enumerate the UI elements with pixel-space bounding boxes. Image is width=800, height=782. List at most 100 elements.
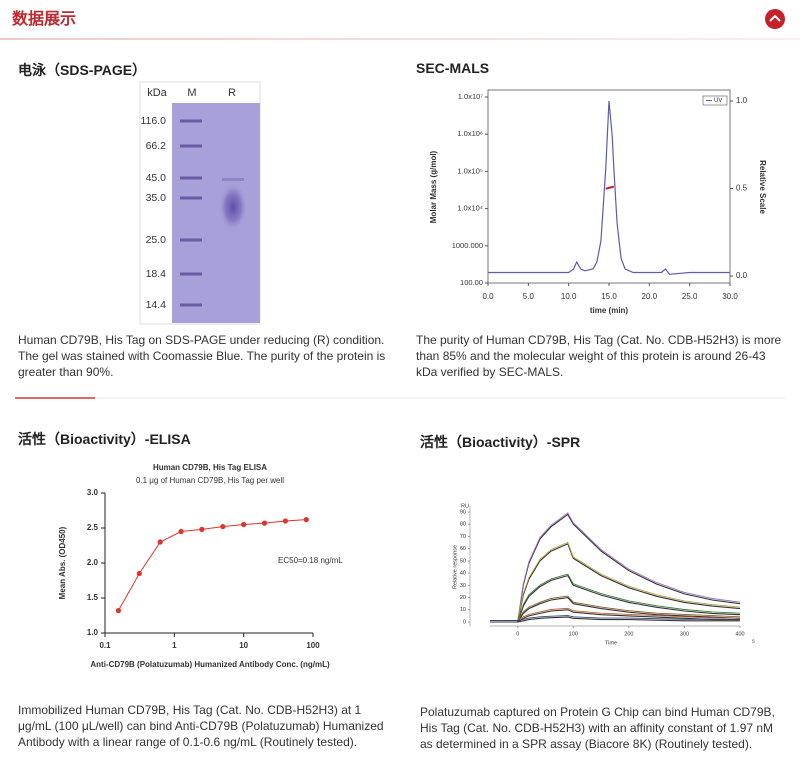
y-tick-label: 10 bbox=[460, 607, 466, 613]
lane-label: R bbox=[228, 87, 236, 99]
legend-box bbox=[702, 95, 728, 106]
y2-tick-label: 0.0 bbox=[736, 271, 748, 280]
section-title: 活性（Bioactivity）-ELISA bbox=[18, 431, 191, 447]
sensorgram bbox=[490, 597, 741, 623]
x-tick-label: 10.0 bbox=[561, 292, 577, 301]
y-tick-label: 30 bbox=[460, 583, 466, 589]
section-title: SEC-MALS bbox=[416, 60, 490, 76]
collapse-button[interactable] bbox=[765, 9, 785, 29]
header-bar bbox=[0, 0, 800, 40]
y-tick-label: 80 bbox=[460, 522, 466, 528]
x-axis-label: Anti-CD79B (Polatuzumab) Humanized Antib… bbox=[90, 660, 330, 669]
sensorgram bbox=[490, 543, 741, 623]
header-border bbox=[0, 38, 800, 40]
fit-line bbox=[490, 595, 741, 621]
x-unit: s bbox=[752, 638, 755, 644]
x-tick-label: 0.1 bbox=[99, 641, 111, 650]
y2-tick-label: 1.0 bbox=[736, 96, 748, 105]
sensorgram bbox=[490, 616, 740, 623]
y2-axis-label: Relative Scale bbox=[758, 160, 767, 214]
marker-label: 35.0 bbox=[146, 192, 167, 204]
fit-line bbox=[490, 541, 741, 621]
caption: Polatuzumab captured on Protein G Chip c… bbox=[420, 705, 775, 751]
data-point bbox=[115, 608, 121, 614]
data-point bbox=[241, 521, 247, 528]
series-line bbox=[488, 100, 730, 275]
y-tick-label: 1000.000 bbox=[452, 241, 483, 250]
x-tick-label: 15.0 bbox=[601, 292, 617, 301]
marker-label: 14.4 bbox=[146, 299, 167, 311]
y-tick-label: 50 bbox=[460, 558, 466, 564]
x-axis-label: Time bbox=[605, 640, 617, 646]
caption: Immobilized Human CD79B, His Tag (Cat. N… bbox=[18, 703, 384, 749]
x-tick-label: 100 bbox=[306, 641, 320, 650]
x-axis-label: time (min) bbox=[590, 306, 629, 315]
y-tick-label: 100.00 bbox=[460, 278, 483, 287]
y-tick-label: 90 bbox=[460, 509, 466, 515]
sample-band bbox=[219, 183, 247, 231]
data-point bbox=[261, 520, 268, 526]
y-tick-label: 1.5 bbox=[87, 593, 99, 602]
y-tick-label: 3.0 bbox=[87, 488, 99, 497]
sensorgram bbox=[490, 574, 741, 623]
y-tick-label: 60 bbox=[460, 546, 466, 552]
x-tick-label: 100 bbox=[569, 631, 578, 637]
plot-frame bbox=[487, 89, 731, 284]
data-point bbox=[136, 570, 142, 577]
legend-label: UV bbox=[714, 98, 722, 104]
x-tick-label: 200 bbox=[624, 631, 633, 637]
marker-band bbox=[180, 176, 202, 180]
fit-line bbox=[490, 615, 740, 621]
x-tick-label: 300 bbox=[680, 631, 689, 637]
section-title: 活性（Bioactivity）-SPR bbox=[420, 434, 581, 450]
data-point bbox=[199, 526, 205, 533]
data-point bbox=[157, 539, 163, 545]
marker-label: 18.4 bbox=[146, 268, 167, 280]
y-tick-label: 40 bbox=[460, 571, 466, 577]
data-point bbox=[303, 517, 309, 523]
chart-subtitle: 0.1 μg of Human CD79B, His Tag per well bbox=[136, 476, 284, 485]
caption: Human CD79B, His Tag on SDS-PAGE under r… bbox=[18, 333, 386, 379]
y-tick-label: 1.0x10⁵ bbox=[457, 166, 483, 175]
y-tick-label: 1.0x10⁴ bbox=[457, 204, 483, 213]
y2-tick-label: 0.5 bbox=[736, 184, 748, 193]
annotation: EC50=0.18 ng/mL bbox=[278, 556, 343, 565]
data-point bbox=[220, 524, 226, 530]
x-tick-label: 25.0 bbox=[682, 292, 698, 301]
y-tick-label: 1.0x10⁷ bbox=[458, 92, 484, 101]
sensorgram bbox=[490, 609, 740, 623]
x-tick-label: 20.0 bbox=[642, 292, 658, 301]
fit-line bbox=[490, 573, 741, 621]
y-axis-label: Relative response bbox=[452, 545, 458, 589]
lane-label: M bbox=[187, 87, 196, 99]
x-tick-label: 10 bbox=[239, 641, 248, 650]
y-tick-label: 2.0 bbox=[87, 558, 99, 567]
y-tick-label: 1.0x10⁶ bbox=[457, 129, 483, 138]
y-tick-label: 2.5 bbox=[87, 523, 99, 532]
gel bbox=[172, 103, 260, 323]
header-title: 数据展示 bbox=[12, 9, 76, 28]
marker-label: 66.2 bbox=[146, 140, 167, 152]
marker-band bbox=[180, 144, 202, 148]
gel-unit: kDa bbox=[147, 87, 167, 99]
x-tick-label: 0.0 bbox=[482, 292, 494, 301]
fit-line bbox=[490, 512, 741, 621]
y-tick-label: 70 bbox=[460, 534, 466, 540]
marker-label: 116.0 bbox=[141, 115, 167, 127]
caption: The purity of Human CD79B, His Tag (Cat.… bbox=[416, 333, 782, 379]
y-axis-label: Molar Mass (g/mol) bbox=[429, 150, 438, 223]
y-tick-label: 1.0 bbox=[87, 628, 99, 637]
series-line bbox=[605, 185, 615, 190]
x-tick-label: 30.0 bbox=[722, 292, 738, 301]
marker-label: 45.0 bbox=[146, 172, 167, 184]
fit-line bbox=[117, 519, 307, 611]
marker-band bbox=[180, 238, 202, 242]
x-tick-label: 0 bbox=[516, 631, 519, 637]
section-title: 电泳（SDS-PAGE） bbox=[18, 62, 147, 78]
marker-band bbox=[180, 272, 202, 276]
fit-line bbox=[490, 607, 740, 621]
y-unit: RU bbox=[461, 503, 469, 509]
data-point bbox=[282, 518, 289, 524]
x-tick-label: 5.0 bbox=[523, 292, 535, 301]
